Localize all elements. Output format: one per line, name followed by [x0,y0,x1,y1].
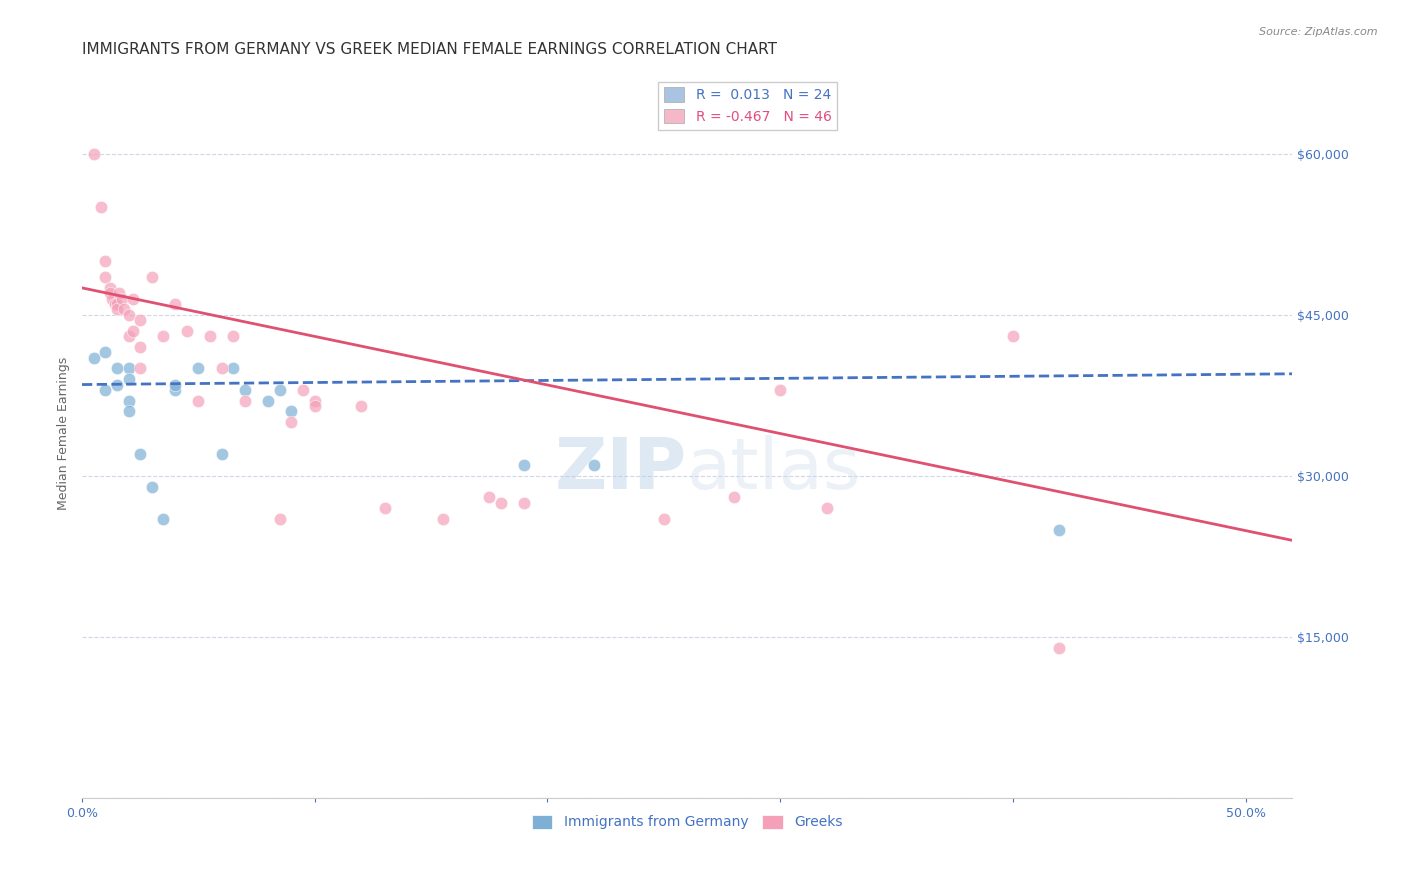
Point [129,313,152,327]
Point [129,447,152,461]
Point [105,297,128,311]
Point [187,361,209,376]
Point [582,458,605,472]
Point [815,501,838,516]
Point [117,404,139,418]
Point [165,297,187,311]
Point [105,302,128,317]
Point [103,297,125,311]
Point [652,512,675,526]
Point [94,254,117,268]
Point [117,393,139,408]
Point [269,383,291,397]
Point [176,324,198,338]
Point [1001,329,1024,343]
Point [101,292,124,306]
Point [233,383,256,397]
Point [110,292,132,306]
Point [292,383,315,397]
Point [187,393,209,408]
Legend: Immigrants from Germany, Greeks: Immigrants from Germany, Greeks [526,809,848,835]
Point [513,496,536,510]
Point [152,329,174,343]
Point [269,512,291,526]
Point [304,393,326,408]
Text: ZIP: ZIP [555,435,688,504]
Point [257,393,280,408]
Point [98,281,121,295]
Point [129,340,152,354]
Point [112,302,135,317]
Point [280,404,302,418]
Point [152,512,174,526]
Point [165,377,187,392]
Point [723,491,745,505]
Point [117,372,139,386]
Point [83,146,105,161]
Point [94,383,117,397]
Point [769,383,792,397]
Text: Source: ZipAtlas.com: Source: ZipAtlas.com [1260,27,1378,37]
Point [432,512,454,526]
Point [222,329,245,343]
Point [117,308,139,322]
Point [129,361,152,376]
Point [165,383,187,397]
Point [94,345,117,359]
Point [83,351,105,365]
Point [198,329,221,343]
Point [1047,640,1070,655]
Point [122,292,145,306]
Point [489,496,512,510]
Point [141,480,163,494]
Point [105,377,128,392]
Point [117,329,139,343]
Point [222,361,245,376]
Point [233,393,256,408]
Point [304,399,326,413]
Point [478,491,501,505]
Point [94,270,117,285]
Text: IMMIGRANTS FROM GERMANY VS GREEK MEDIAN FEMALE EARNINGS CORRELATION CHART: IMMIGRANTS FROM GERMANY VS GREEK MEDIAN … [82,42,778,57]
Point [373,501,395,516]
Point [513,458,536,472]
Point [350,399,373,413]
Point [105,361,128,376]
Point [122,324,145,338]
Point [141,270,163,285]
Y-axis label: Median Female Earnings: Median Female Earnings [58,356,70,509]
Point [117,361,139,376]
Point [108,286,131,301]
Point [280,415,302,429]
Point [1047,523,1070,537]
Point [90,200,112,214]
Point [211,361,233,376]
Point [98,286,121,301]
Text: atlas: atlas [688,435,862,504]
Point [211,447,233,461]
